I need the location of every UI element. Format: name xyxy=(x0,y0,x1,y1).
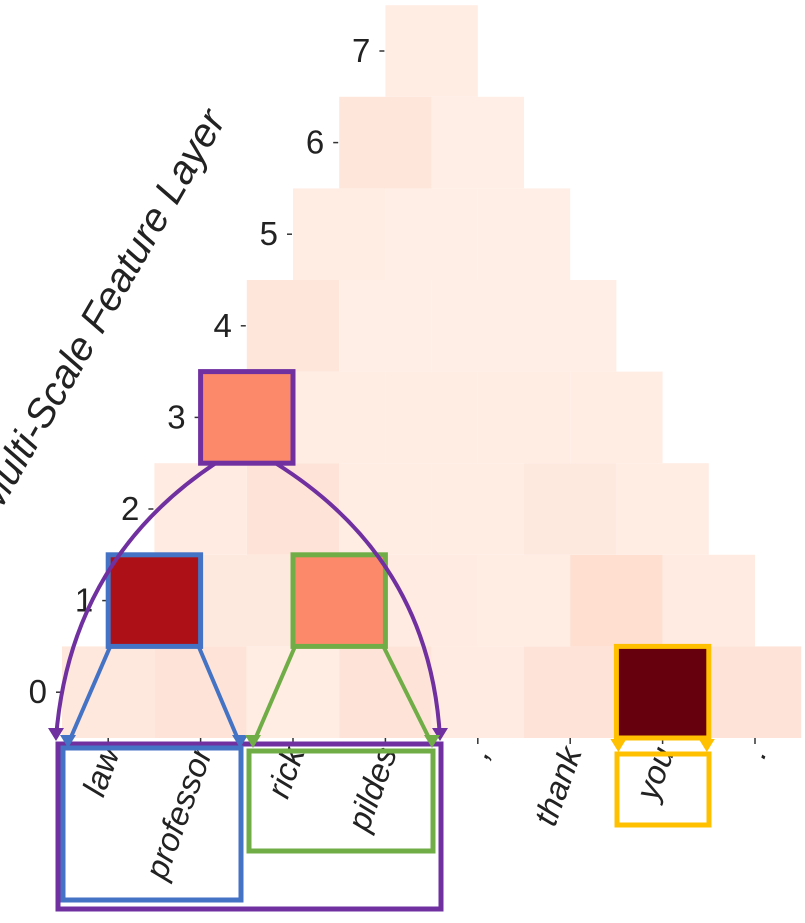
heatmap-cells xyxy=(62,5,802,738)
heatmap-cell-L1-6 xyxy=(662,554,755,647)
heatmap-cell-L4-2 xyxy=(431,280,524,372)
y-tick-label-3: 3 xyxy=(167,398,185,435)
heatmap-cell-L0-6 xyxy=(616,646,709,738)
y-tick-label-2: 2 xyxy=(121,490,139,527)
y-tick-label-7: 7 xyxy=(352,32,370,69)
heatmap-cell-L0-3 xyxy=(339,646,432,738)
heatmap-cell-L7-0 xyxy=(385,5,478,97)
arrow-yellow-left-head xyxy=(610,739,627,752)
heatmap-cell-L5-0 xyxy=(293,188,386,280)
group-boxes xyxy=(55,369,712,912)
token-group-box-green xyxy=(246,748,436,854)
heatmap-cell-L0-7 xyxy=(708,646,802,738)
heatmap-cell-L0-4 xyxy=(431,646,524,738)
token-label-1: professor xyxy=(137,740,220,885)
highlight-cell-blue xyxy=(105,552,204,649)
token-label-4: , xyxy=(458,742,496,763)
heatmap-cell-L3-4 xyxy=(570,371,663,464)
heatmap-cell-L2-1 xyxy=(246,463,340,555)
arrow-purple-left-head xyxy=(48,728,64,741)
arrow-green-right-head xyxy=(424,735,440,748)
heatmap-cell-L4-0 xyxy=(246,280,340,372)
token-labels: law professor rick pildes, thank you. xyxy=(75,738,774,885)
arrow-yellow-right-head xyxy=(698,739,715,752)
y-tick-label-5: 5 xyxy=(260,215,278,252)
heatmap-cell-L3-0 xyxy=(200,371,293,464)
highlight-cell-purple xyxy=(198,369,296,466)
heatmap-cell-L2-3 xyxy=(431,463,524,555)
y-tick-label-0: 0 xyxy=(29,673,47,710)
arrow-blue-left-line xyxy=(66,645,113,745)
heatmap-cell-L3-2 xyxy=(385,371,478,464)
arrow-purple-right-head xyxy=(432,728,448,741)
heatmap-cell-L6-0 xyxy=(339,96,432,189)
arrow-blue-right-line xyxy=(196,645,242,745)
heatmap-cell-L1-0 xyxy=(108,554,201,647)
heatmap-cell-L5-1 xyxy=(385,188,478,280)
arrow-blue-right-head xyxy=(232,735,248,748)
token-group-box-blue xyxy=(60,745,244,903)
arrow-green-left-line xyxy=(251,645,297,745)
token-group-box-yellow xyxy=(614,751,712,828)
token-label-7: . xyxy=(736,742,774,763)
heatmap-cell-L2-5 xyxy=(616,463,709,555)
heatmap-cell-L1-2 xyxy=(293,554,386,647)
heatmap-cell-L1-4 xyxy=(477,554,571,647)
heatmap-cell-L4-1 xyxy=(339,280,432,372)
heatmap-cell-L3-3 xyxy=(477,371,571,464)
arrow-blue-left-head xyxy=(60,735,76,748)
highlight-cell-green xyxy=(290,552,388,649)
heatmap-cell-L1-1 xyxy=(200,554,293,647)
highlight-cell-yellow xyxy=(613,643,712,741)
heatmap-cell-L3-1 xyxy=(293,371,386,464)
arrow-purple-right-line xyxy=(274,461,442,739)
token-label-3: pildes xyxy=(339,742,404,837)
token-label-6: you xyxy=(628,742,682,807)
heatmap-cell-L1-3 xyxy=(385,554,478,647)
token-group-box-purple xyxy=(55,741,444,912)
token-label-5: thank xyxy=(526,740,589,830)
heatmap-cell-L2-4 xyxy=(524,463,617,555)
heatmap-cell-L2-2 xyxy=(339,463,432,555)
heatmap-cell-L1-5 xyxy=(570,554,663,647)
arrow-green-left-head xyxy=(245,735,261,748)
arrow-green-right-line xyxy=(381,645,434,745)
y-tick-label-6: 6 xyxy=(306,124,324,161)
heatmap-cell-L0-5 xyxy=(524,646,617,738)
heatmap-cell-L6-1 xyxy=(431,96,524,189)
heatmap-cell-L2-0 xyxy=(154,463,247,555)
heatmap-cell-L5-2 xyxy=(477,188,571,280)
heatmap-cell-L4-3 xyxy=(524,280,617,372)
arrow-purple-left-line xyxy=(54,461,217,739)
y-tick-label-4: 4 xyxy=(213,307,231,344)
group-arrows xyxy=(48,461,715,752)
